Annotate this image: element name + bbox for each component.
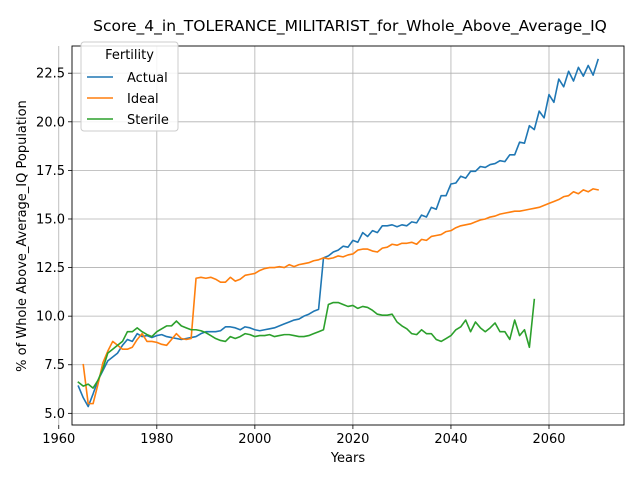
x-tick-label: 2040 [434,432,467,447]
y-tick-label: 15.0 [36,212,65,227]
y-axis-label: % of Whole Above_Average_IQ Population [15,100,30,372]
legend-title: Fertility [105,48,154,63]
y-tick-label: 7.5 [44,358,65,373]
x-axis-ticks: 1960 1980 2000 2020 2040 2060 [42,425,566,447]
legend: Fertility Actual Ideal Sterile [80,41,179,132]
x-tick-label: 1960 [42,432,75,447]
y-tick-label: 17.5 [36,164,65,179]
x-tick-label: 2000 [238,432,271,447]
y-tick-label: 5.0 [44,407,65,422]
y-tick-label: 20.0 [36,115,65,130]
x-tick-label: 2020 [336,432,369,447]
legend-label-actual: Actual [127,71,168,86]
grid [58,46,624,425]
legend-box [80,41,179,132]
legend-label-ideal: Ideal [127,92,159,107]
x-tick-label: 2060 [532,432,565,447]
plot-area-frame [71,45,625,426]
y-axis-ticks: 5.0 7.5 10.0 12.5 15.0 17.5 20.0 22.5 [36,67,72,422]
chart-title: Score_4_in_TOLERANCE_MILITARIST_for_Whol… [93,17,607,36]
y-tick-label: 12.5 [36,261,65,276]
legend-label-sterile: Sterile [127,113,169,128]
series-group [77,58,600,408]
y-tick-label: 22.5 [36,67,65,82]
series-line-actual [77,58,600,408]
y-tick-label: 10.0 [36,310,65,325]
series-line-sterile [77,298,536,389]
x-axis-label: Years [330,451,366,466]
series-line-ideal [82,188,599,405]
x-tick-label: 1980 [140,432,173,447]
